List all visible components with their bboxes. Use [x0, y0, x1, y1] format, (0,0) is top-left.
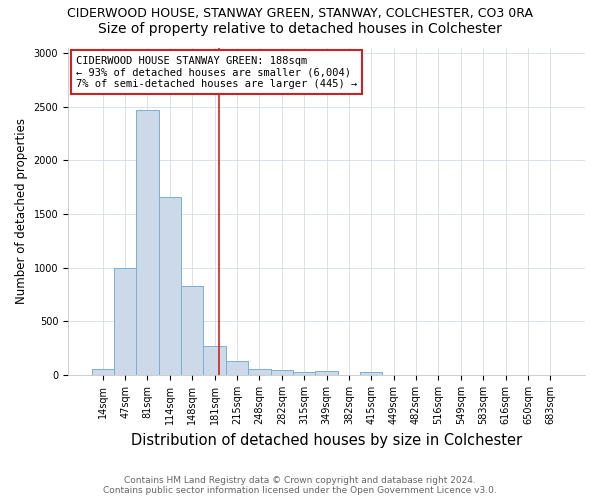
Bar [181, 286, 203, 375]
Text: CIDERWOOD HOUSE STANWAY GREEN: 188sqm
← 93% of detached houses are smaller (6,00: CIDERWOOD HOUSE STANWAY GREEN: 188sqm ← … [76, 56, 357, 89]
Bar [203, 346, 226, 375]
Bar [316, 371, 338, 375]
Bar [92, 369, 114, 375]
Bar [226, 361, 248, 375]
Bar [158, 197, 181, 375]
Bar [248, 369, 271, 375]
Text: Contains HM Land Registry data © Crown copyright and database right 2024.
Contai: Contains HM Land Registry data © Crown c… [103, 476, 497, 495]
Bar [360, 372, 382, 375]
Bar [136, 110, 158, 375]
Y-axis label: Number of detached properties: Number of detached properties [15, 118, 28, 304]
X-axis label: Distribution of detached houses by size in Colchester: Distribution of detached houses by size … [131, 432, 522, 448]
Text: Size of property relative to detached houses in Colchester: Size of property relative to detached ho… [98, 22, 502, 36]
Text: CIDERWOOD HOUSE, STANWAY GREEN, STANWAY, COLCHESTER, CO3 0RA: CIDERWOOD HOUSE, STANWAY GREEN, STANWAY,… [67, 8, 533, 20]
Bar [114, 268, 136, 375]
Bar [293, 372, 316, 375]
Bar [271, 370, 293, 375]
